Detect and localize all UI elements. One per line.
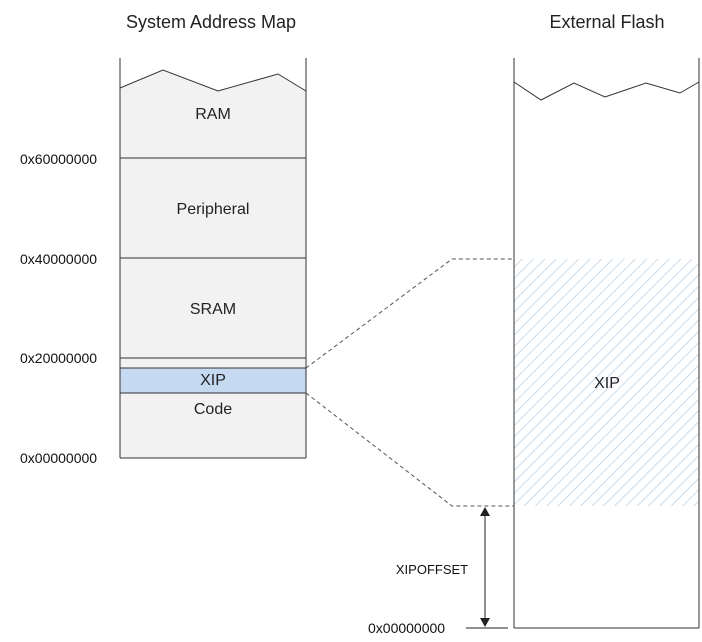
system-address-map-title: System Address Map xyxy=(126,12,296,32)
xipoffset-arrow-head-down xyxy=(480,618,490,627)
left-break-line xyxy=(119,69,307,92)
xip-mapping-lines xyxy=(305,258,514,507)
region-label-ram: RAM xyxy=(195,106,231,123)
region-label-xip: XIP xyxy=(200,372,226,389)
flash-xip-region xyxy=(514,259,699,506)
external-flash-title: External Flash xyxy=(549,12,664,32)
xipoffset-arrow-head-up xyxy=(480,507,490,516)
region-label-peripheral: Peripheral xyxy=(177,201,250,218)
external-flash-column: XIP xyxy=(513,58,700,629)
xip-mapping-top-line xyxy=(305,258,514,369)
xipoffset-dimension: XIPOFFSET 0x00000000 xyxy=(368,507,508,636)
address-label-0x60000000: 0x60000000 xyxy=(20,151,97,167)
region-label-code: Code xyxy=(194,401,232,418)
xip-mapping-bottom-line xyxy=(305,392,514,507)
xipoffset-label: XIPOFFSET xyxy=(396,562,468,577)
address-label-0x00000000: 0x00000000 xyxy=(20,450,97,466)
system-address-map-column: RAM Peripheral SRAM XIP Code 0x60000000 … xyxy=(20,58,307,466)
right-break-line xyxy=(513,81,700,101)
flash-xip-label: XIP xyxy=(594,375,620,392)
left-column-background xyxy=(120,70,306,458)
flash-base-address-label: 0x00000000 xyxy=(368,620,445,636)
address-label-0x20000000: 0x20000000 xyxy=(20,350,97,366)
xip-region-block xyxy=(119,367,307,394)
address-label-0x40000000: 0x40000000 xyxy=(20,251,97,267)
region-label-sram: SRAM xyxy=(190,301,236,318)
